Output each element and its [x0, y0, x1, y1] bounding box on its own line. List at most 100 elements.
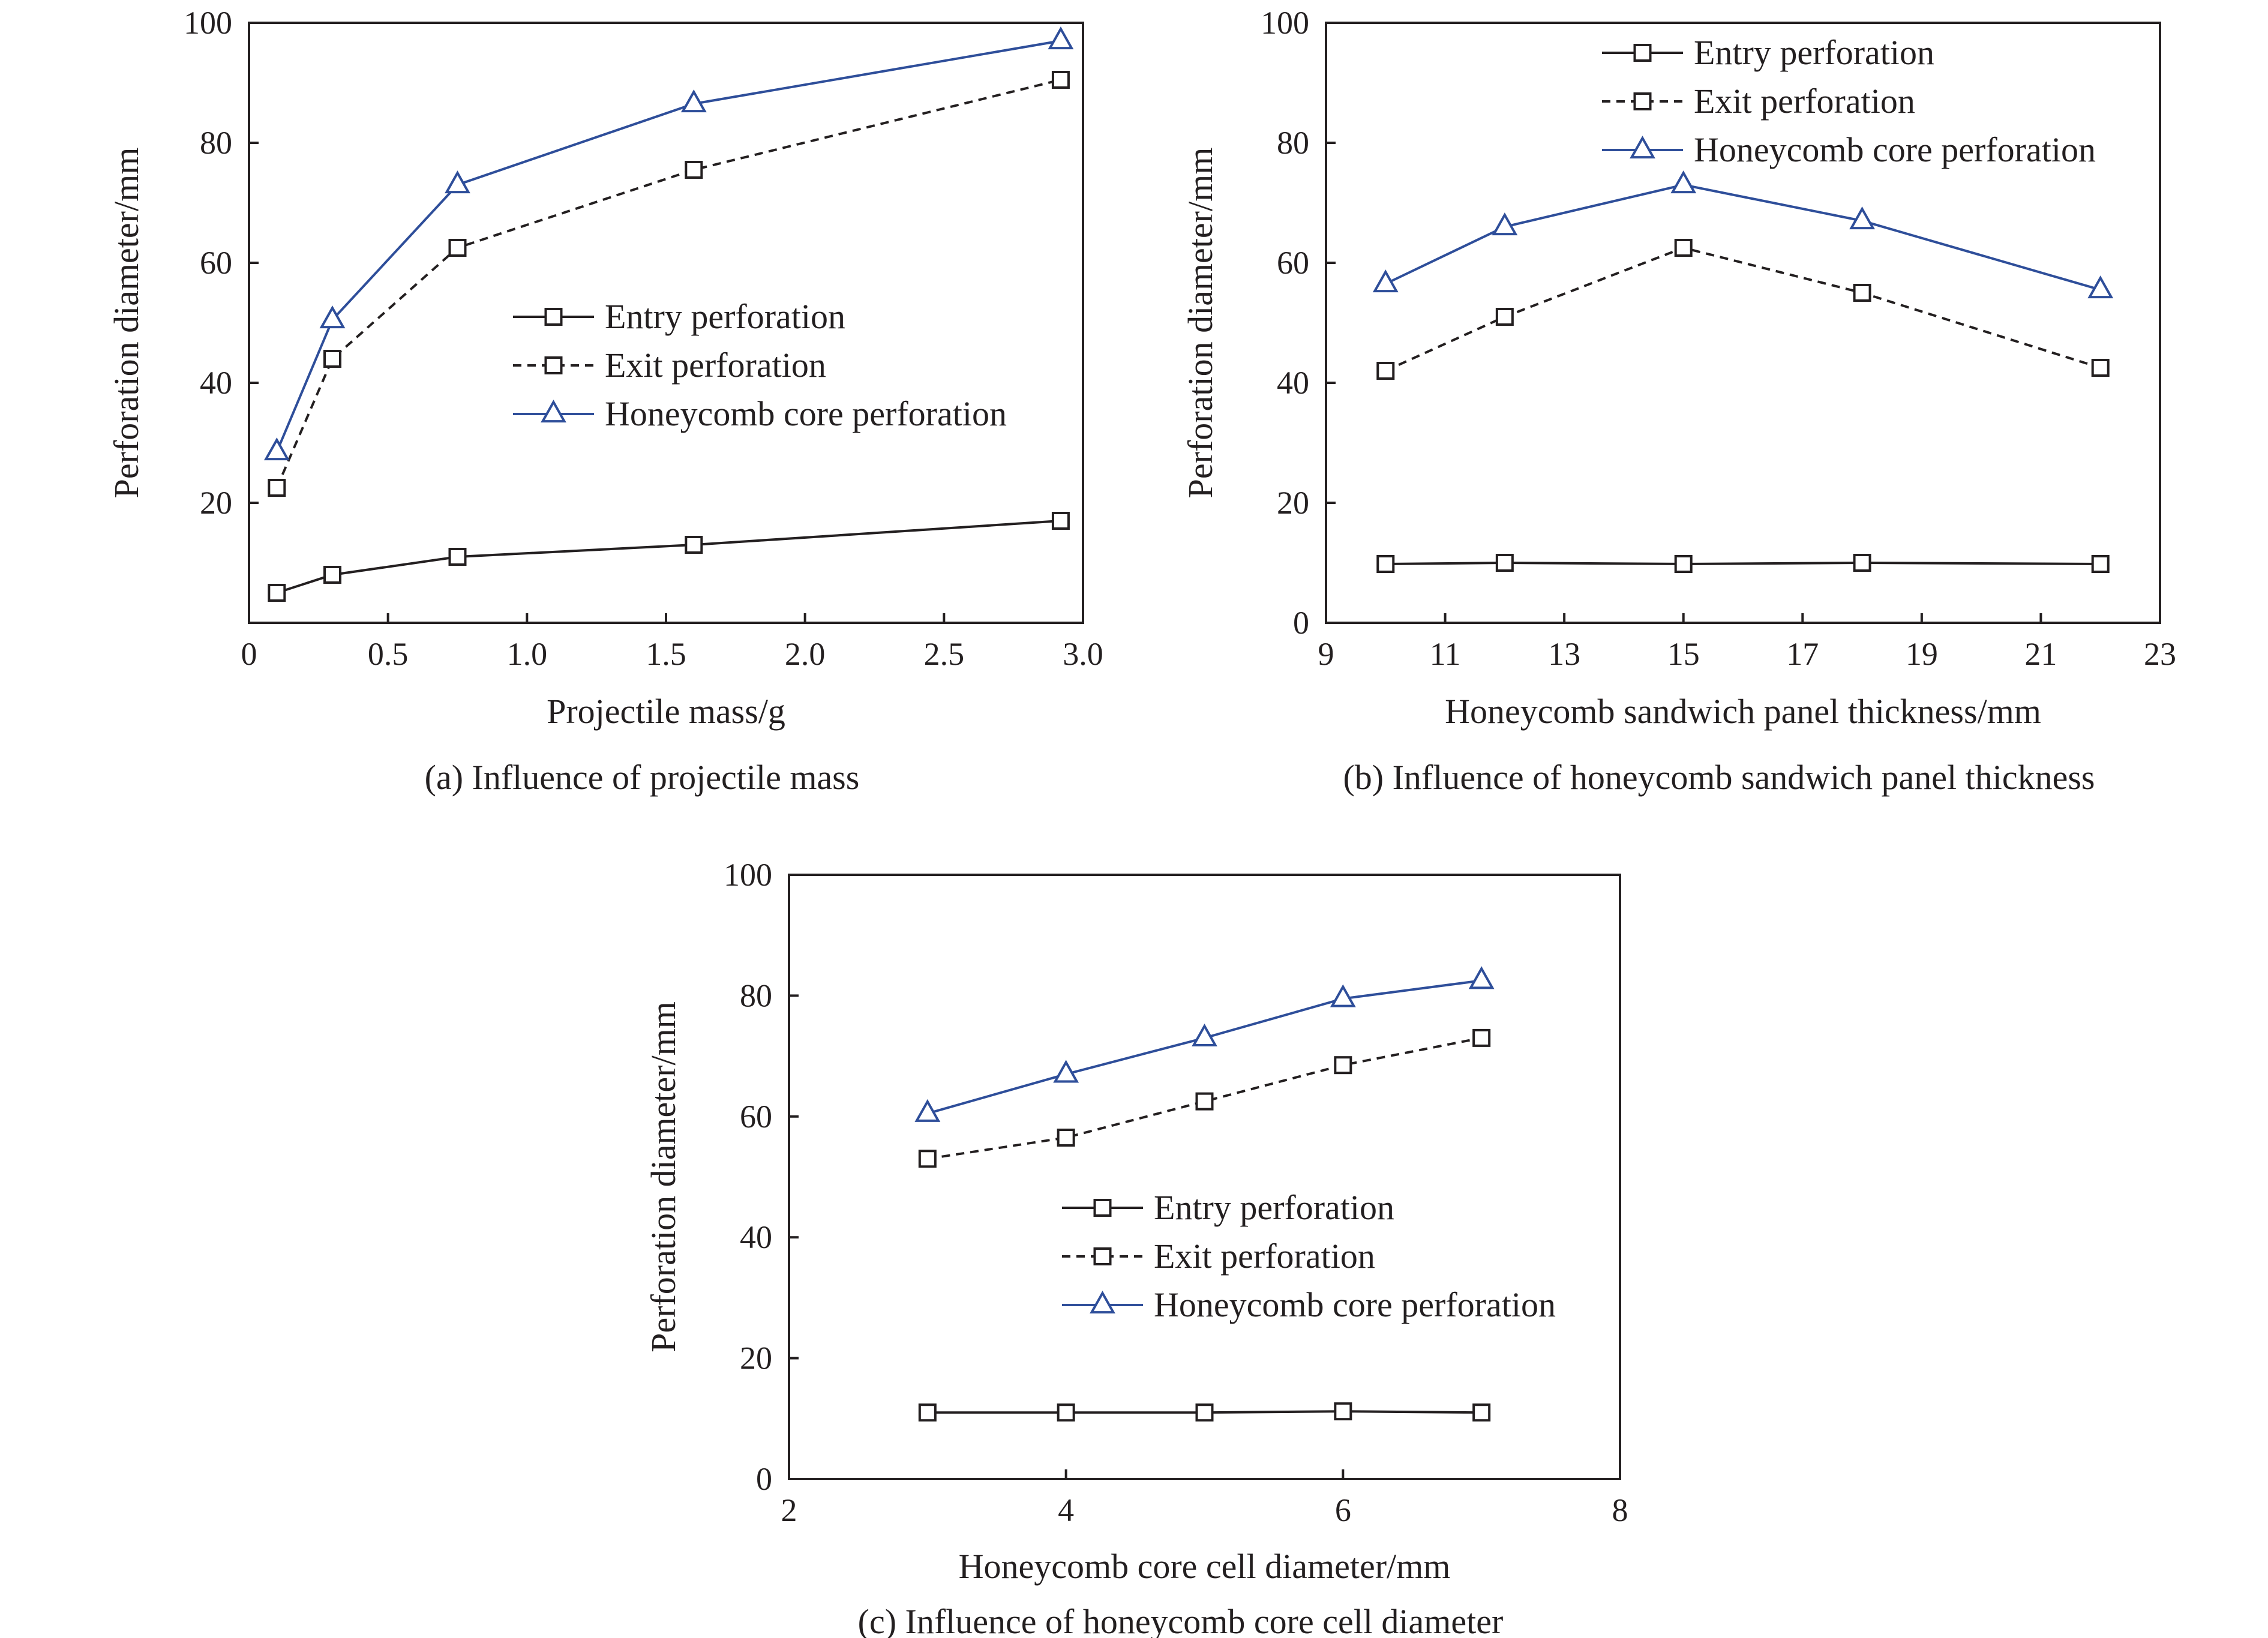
x-tick-label: 1.0 — [507, 636, 548, 672]
series-honeycomb-core-perforation — [1372, 170, 2114, 299]
data-point-marker — [323, 350, 341, 368]
legend-label: Honeycomb core perforation — [605, 394, 1007, 433]
x-tick-label: 8 — [1612, 1492, 1628, 1528]
x-tick-label: 2 — [781, 1492, 797, 1528]
data-point-marker — [1674, 239, 1693, 257]
data-point-marker — [1051, 512, 1070, 530]
data-point-marker — [268, 479, 286, 497]
legend: Entry perforation Exit perforation Honeyco… — [1602, 33, 2096, 169]
legend-label: Exit perforation — [1154, 1237, 1375, 1276]
data-point-marker — [914, 1099, 941, 1122]
legend-marker — [1090, 1291, 1115, 1314]
x-tick-label: 11 — [1430, 636, 1461, 672]
legend-marker — [541, 400, 566, 423]
data-point-marker — [1472, 1028, 1491, 1047]
figure-caption: (a) Influence of projectile mass — [425, 758, 860, 797]
legend-label: Entry perforation — [605, 297, 845, 336]
legend-label: Entry perforation — [1694, 33, 1934, 72]
legend-marker — [1633, 44, 1652, 62]
series-exit-perforation — [918, 1028, 1491, 1168]
data-point-marker — [448, 239, 467, 257]
data-point-marker — [1472, 1403, 1491, 1422]
data-point-marker — [680, 89, 707, 113]
data-point-marker — [685, 161, 703, 179]
data-point-marker — [1053, 1060, 1079, 1083]
data-point-marker — [918, 1403, 937, 1422]
data-point-marker — [1372, 269, 1399, 293]
data-point-marker — [1853, 554, 1871, 572]
y-tick-label: 60 — [1277, 245, 1309, 281]
y-tick-label: 100 — [724, 857, 772, 893]
legend: Entry perforation Exit perforation Honeyco… — [513, 297, 1007, 433]
series-exit-perforation — [1376, 239, 2110, 380]
legend-label: Exit perforation — [1694, 82, 1915, 121]
figure-caption: (b) Influence of honeycomb sandwich pane… — [1343, 758, 2095, 797]
x-tick-label: 21 — [2024, 636, 2057, 672]
legend-marker — [1093, 1199, 1112, 1217]
data-point-marker — [1853, 284, 1871, 302]
legend-marker — [1093, 1247, 1112, 1265]
x-axis-label: Projectile mass/g — [547, 692, 785, 731]
data-point-marker — [319, 305, 346, 329]
series-entry-perforation — [918, 1402, 1491, 1422]
data-point-marker — [1195, 1403, 1214, 1422]
y-tick-label: 20 — [200, 485, 232, 521]
series-line — [1385, 246, 2101, 372]
data-point-marker — [1376, 362, 1395, 380]
data-point-marker — [1495, 554, 1514, 572]
legend-label: Honeycomb core perforation — [1694, 130, 2096, 169]
data-point-marker — [685, 536, 703, 554]
series-line — [276, 520, 1061, 594]
series-honeycomb-core-perforation — [914, 966, 1495, 1122]
figure-caption: (c) Influence of honeycomb core cell dia… — [858, 1602, 1504, 1638]
series-exit-perforation — [268, 71, 1070, 497]
data-point-marker — [263, 437, 290, 461]
legend-marker — [544, 356, 563, 374]
x-tick-label: 4 — [1058, 1492, 1074, 1528]
y-tick-label: 40 — [1277, 365, 1309, 401]
data-point-marker — [1468, 966, 1495, 989]
y-axis-label: Perforation diameter/mm — [1181, 148, 1220, 499]
legend-marker — [1630, 136, 1655, 159]
data-point-marker — [1334, 1056, 1352, 1075]
x-axis-label: Honeycomb sandwich panel thickness/mm — [1445, 692, 2041, 731]
data-point-marker — [1849, 206, 1875, 230]
x-tick-label: 2.5 — [924, 636, 965, 672]
data-point-marker — [918, 1150, 937, 1168]
x-tick-label: 0.5 — [368, 636, 409, 672]
x-tick-label: 19 — [1906, 636, 1938, 672]
data-point-marker — [1334, 1402, 1352, 1421]
y-tick-label: 100 — [184, 5, 232, 41]
legend-marker — [544, 308, 563, 326]
data-point-marker — [1670, 170, 1697, 194]
chart-panel-a: 0 0.5 1.0 1.5 2.0 2.5 3.0 20 40 60 80 100 Projectile… — [107, 5, 1103, 797]
series-line — [1385, 561, 2101, 566]
series-line — [275, 40, 1061, 452]
data-point-marker — [268, 584, 286, 602]
x-tick-label: 1.5 — [646, 636, 686, 672]
data-point-marker — [2087, 275, 2114, 299]
y-tick-label: 80 — [200, 125, 232, 161]
data-point-marker — [323, 566, 341, 584]
data-point-marker — [1048, 26, 1074, 50]
x-tick-label: 0 — [241, 636, 257, 672]
legend-label: Entry perforation — [1154, 1188, 1394, 1227]
plot-frame — [1325, 22, 2161, 624]
legend-marker — [1633, 92, 1652, 110]
y-axis-label: Perforation diameter/mm — [107, 148, 146, 499]
data-point-marker — [445, 170, 470, 194]
y-tick-label: 100 — [1261, 5, 1309, 41]
y-tick-label: 80 — [740, 977, 772, 1013]
x-tick-label: 13 — [1548, 636, 1580, 672]
y-tick-label: 60 — [200, 245, 232, 281]
series-line — [927, 1036, 1482, 1160]
data-point-marker — [1330, 984, 1356, 1007]
legend: Entry perforation Exit perforation Honeyco… — [1062, 1188, 1556, 1324]
data-point-marker — [1057, 1403, 1075, 1422]
x-tick-label: 2.0 — [785, 636, 826, 672]
data-point-marker — [2091, 359, 2110, 377]
legend-label: Exit perforation — [605, 346, 826, 385]
data-point-marker — [1495, 308, 1514, 326]
